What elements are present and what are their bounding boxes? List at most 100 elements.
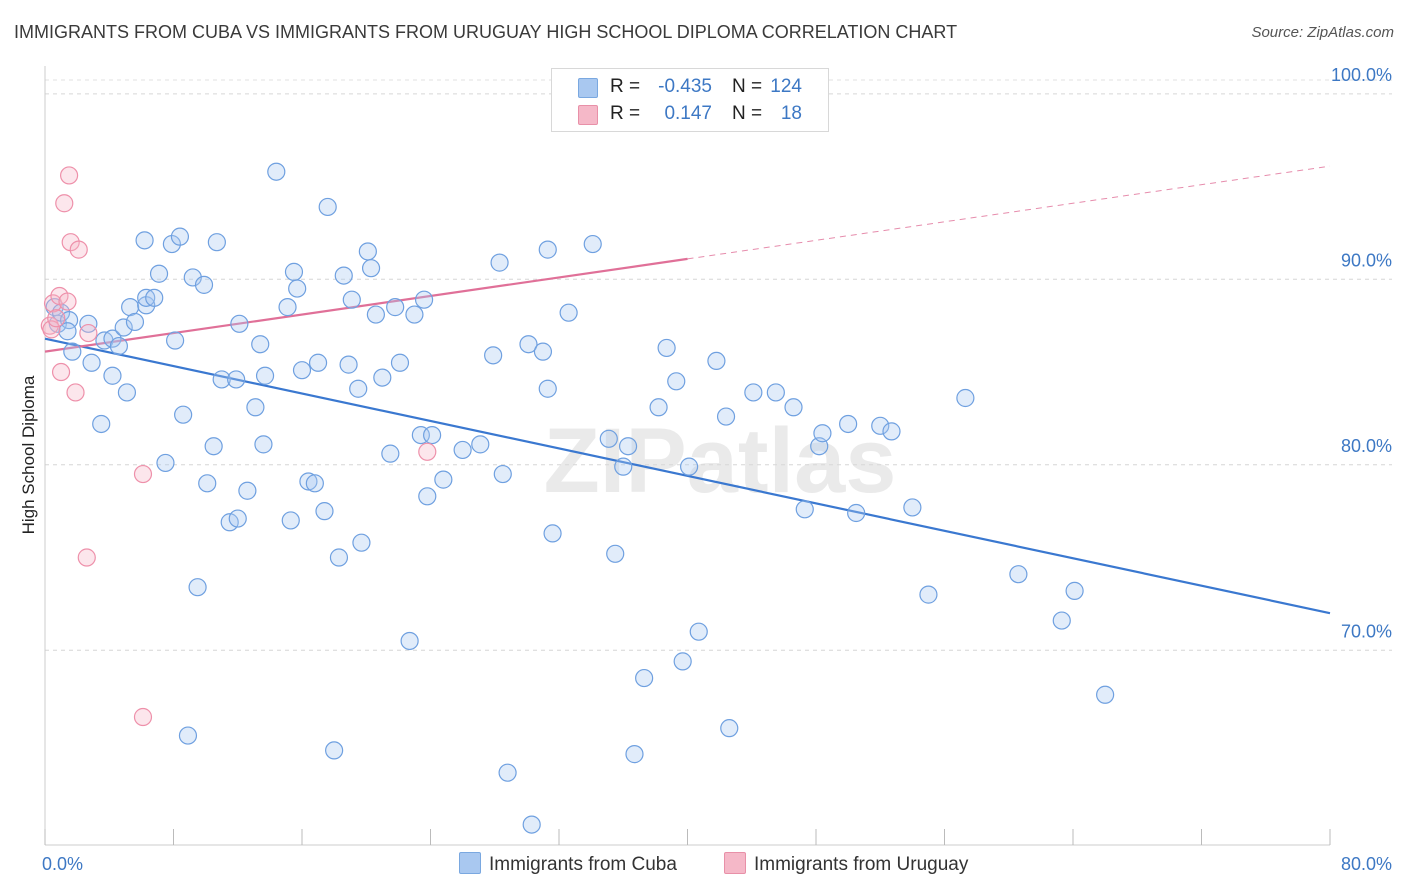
point-cuba [278, 298, 297, 317]
data-points [40, 81, 1115, 834]
point-cuba [212, 370, 231, 389]
point-cuba [1065, 581, 1084, 600]
point-cuba [305, 474, 324, 493]
legend-r-label: R = [610, 103, 641, 124]
point-cuba [847, 503, 866, 523]
point-cuba [251, 335, 270, 354]
point-cuba [366, 305, 385, 324]
point-cuba [1096, 685, 1115, 704]
point-cuba [207, 233, 226, 252]
point-cuba [434, 470, 453, 489]
point-cuba [538, 379, 557, 398]
point-cuba [707, 351, 726, 371]
trend-line-uruguay-extension [687, 165, 1331, 260]
point-cuba [318, 197, 337, 217]
point-cuba [871, 416, 890, 435]
point-uruguay [43, 294, 63, 313]
point-cuba [414, 290, 434, 309]
point-cuba [606, 544, 625, 563]
point-cuba [498, 763, 517, 782]
point-cuba [145, 288, 164, 307]
point-cuba [204, 437, 223, 456]
point-cuba [352, 533, 371, 552]
point-cuba [493, 464, 512, 484]
bottom-legend-cuba: Immigrants from Cuba [459, 852, 677, 876]
point-cuba [228, 509, 247, 528]
point-cuba [381, 444, 400, 463]
point-uruguay [66, 383, 85, 402]
point-uruguay [418, 442, 437, 461]
point-cuba [109, 336, 128, 356]
point-cuba [720, 719, 739, 738]
point-cuba [386, 298, 405, 317]
point-cuba [559, 303, 578, 322]
point-cuba [618, 437, 638, 456]
legend-row-cuba: R = -0.435 N = 124 [552, 74, 828, 100]
point-uruguay [79, 323, 98, 343]
point-cuba [178, 726, 198, 745]
point-cuba [882, 422, 901, 441]
point-uruguay [47, 309, 66, 328]
point-cuba [423, 425, 442, 445]
point-cuba [166, 331, 185, 350]
point-cuba [315, 502, 334, 521]
point-cuba [625, 745, 644, 764]
y-tick-label: 90.0% [1341, 250, 1392, 270]
point-cuba [135, 231, 154, 250]
point-cuba [156, 453, 175, 473]
point-uruguay [69, 240, 88, 259]
point-cuba [453, 440, 472, 460]
point-cuba [358, 242, 377, 261]
legend-n-value: 18 [780, 103, 802, 124]
point-cuba [267, 162, 286, 181]
x-tick-label-min: 0.0% [42, 854, 83, 874]
point-cuba [82, 353, 101, 372]
point-cuba [114, 318, 133, 337]
point-cuba [813, 424, 832, 443]
bottom-legend-label-uruguay: Immigrants from Uruguay [754, 854, 969, 875]
point-cuba [227, 370, 246, 389]
point-uruguay [77, 548, 96, 567]
point-cuba [63, 342, 82, 361]
trend-line-uruguay [44, 257, 688, 353]
point-cuba [246, 398, 265, 417]
point-cuba [292, 361, 312, 380]
point-cuba [183, 268, 202, 287]
point-cuba [299, 472, 318, 491]
legend-r-label: R = [610, 76, 641, 97]
point-cuba [956, 388, 975, 408]
bottom-legend-swatch-cuba [459, 852, 481, 874]
point-cuba [334, 266, 353, 285]
watermark: ZIPatlas [544, 410, 897, 512]
point-cuba [744, 383, 763, 402]
point-cuba [490, 253, 509, 272]
point-cuba [903, 498, 922, 517]
legend-swatch-uruguay [578, 105, 598, 125]
point-cuba [657, 338, 676, 358]
point-cuba [667, 372, 686, 391]
bottom-legend-uruguay: Immigrants from Uruguay [724, 852, 968, 876]
point-cuba [484, 346, 503, 365]
point-cuba [400, 631, 419, 651]
legend-n-label: N = [732, 103, 763, 124]
point-cuba [583, 234, 602, 254]
axes [44, 66, 1331, 846]
point-cuba [599, 429, 618, 448]
point-cuba [342, 290, 361, 309]
point-cuba [79, 314, 98, 333]
point-uruguay [51, 362, 71, 382]
point-cuba [533, 342, 553, 361]
tick-labels: 70.0% 80.0% 90.0% 100.0% 0.0% 80.0% [42, 65, 1392, 874]
point-cuba [716, 407, 736, 426]
point-cuba [795, 500, 814, 519]
point-cuba [103, 366, 122, 385]
point-cuba [649, 398, 668, 417]
y-axis-title: High School Diploma [19, 375, 38, 534]
point-uruguay [42, 320, 61, 339]
x-tick-label-max: 80.0% [1341, 854, 1392, 874]
legend-r-value: -0.435 [658, 76, 712, 97]
legend-n-label: N = [732, 76, 763, 97]
point-cuba [194, 275, 214, 294]
bottom-legend-label-cuba: Immigrants from Cuba [489, 854, 677, 875]
